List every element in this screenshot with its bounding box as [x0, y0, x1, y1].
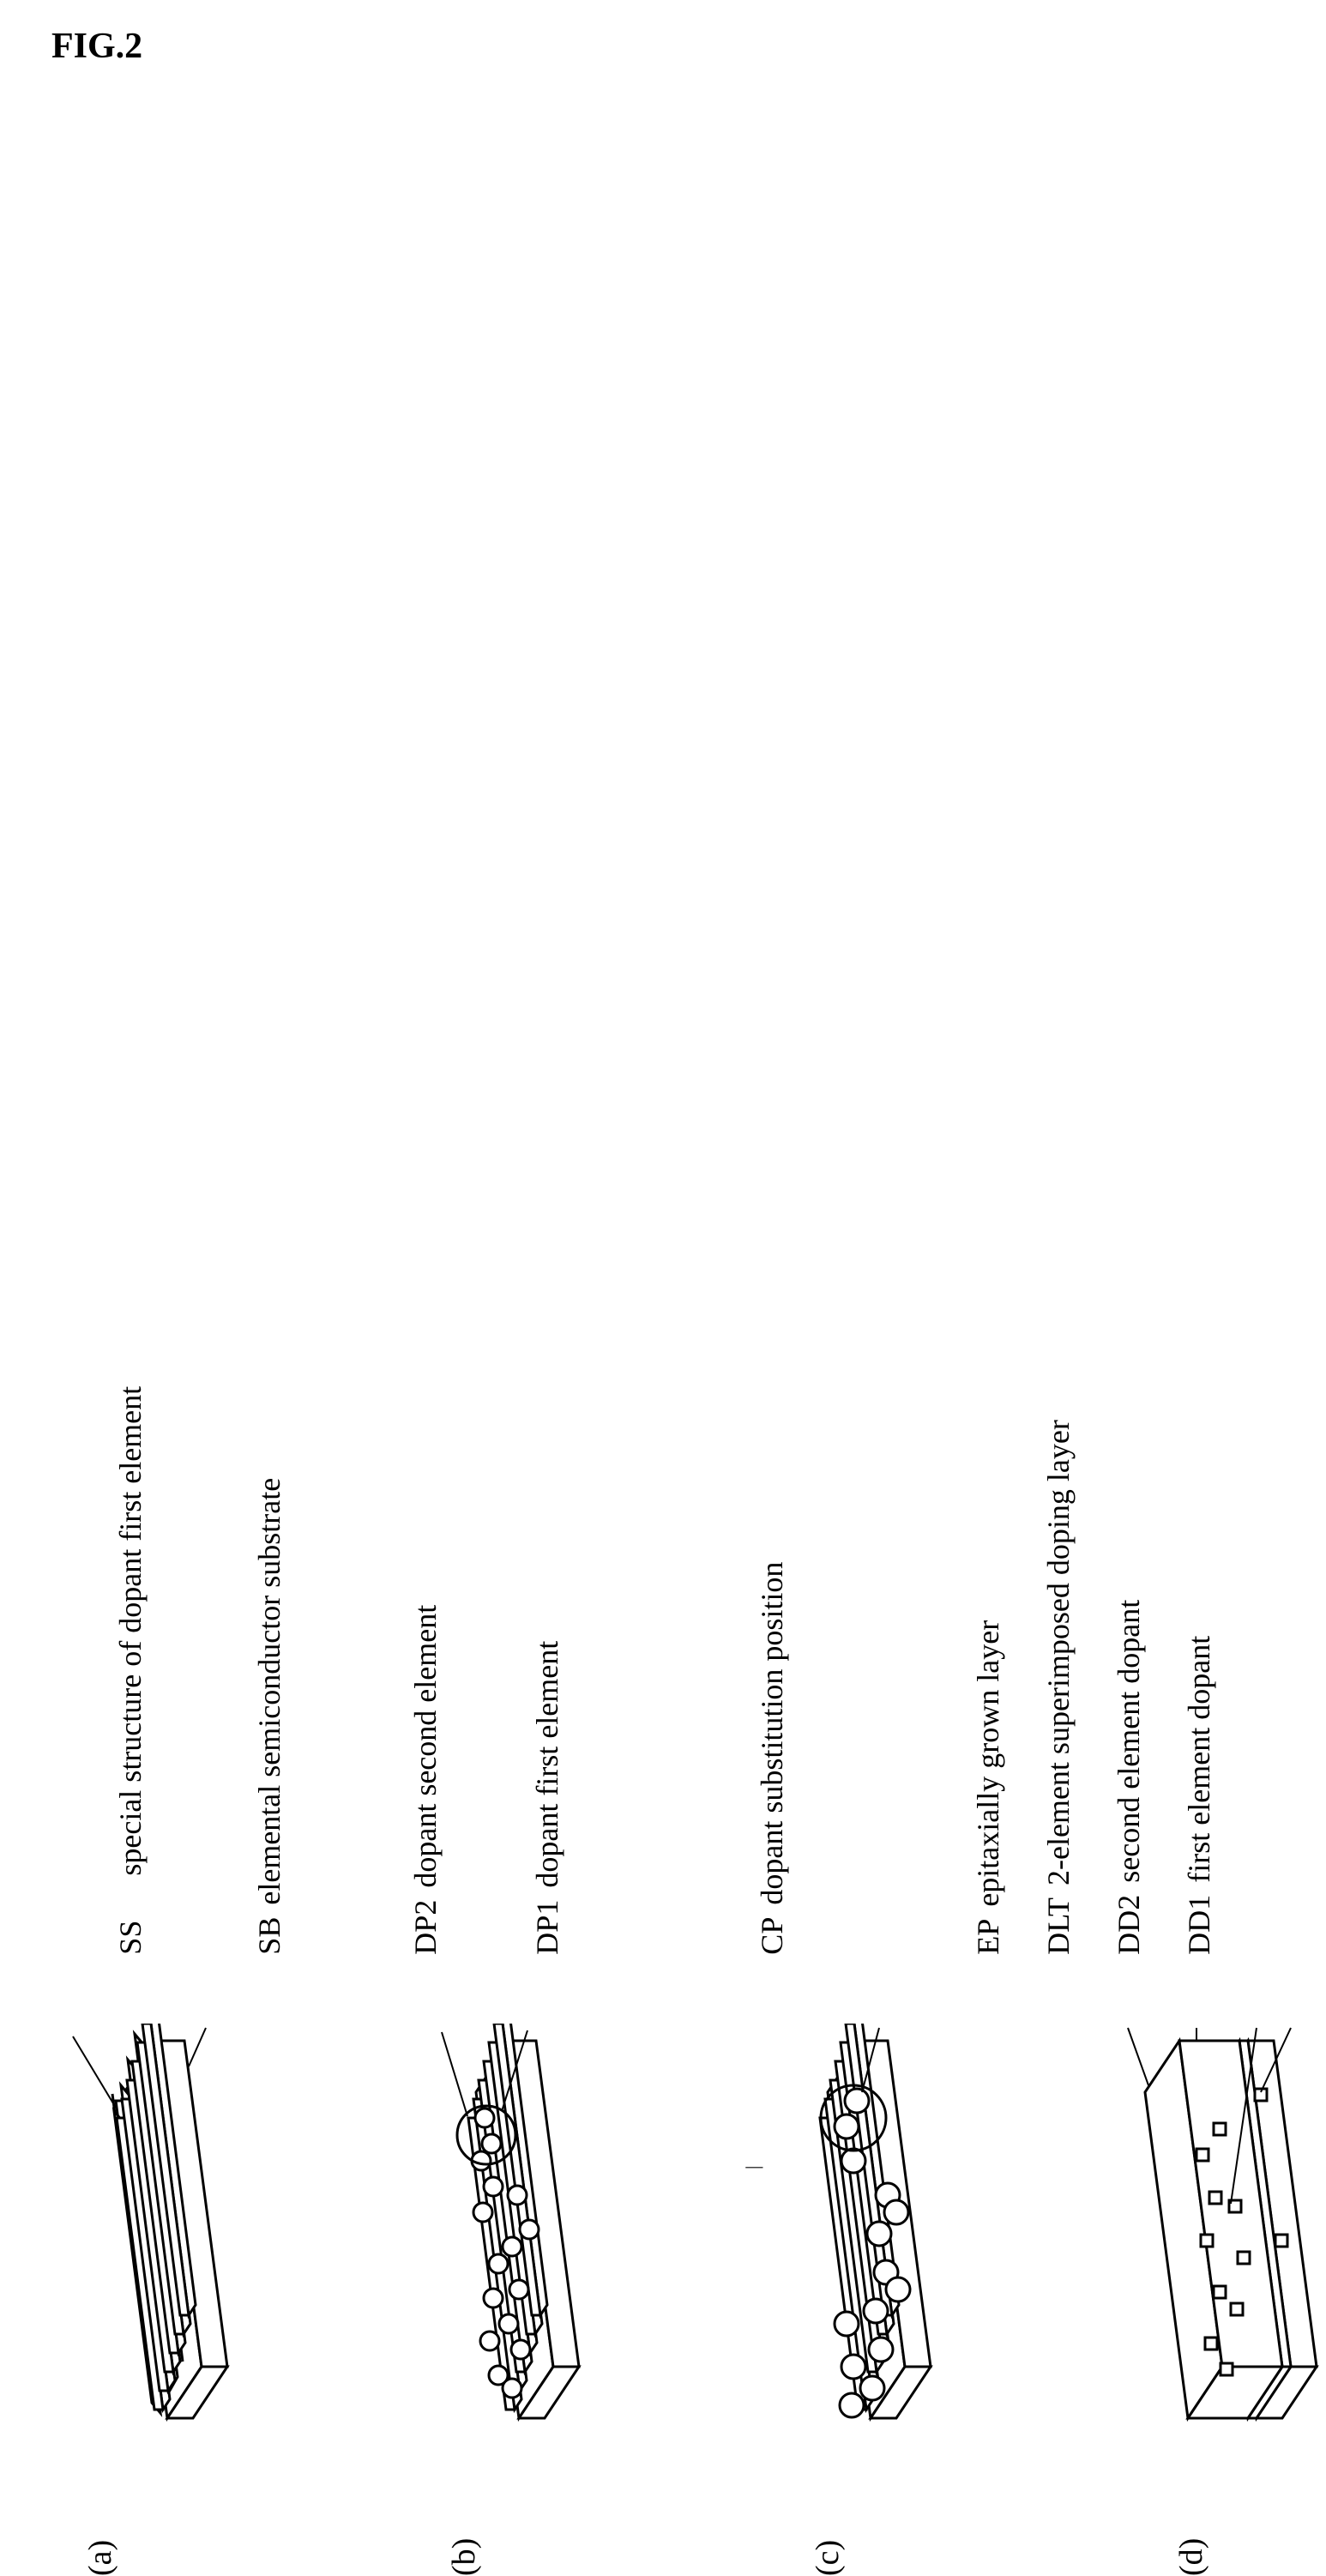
panel-c-diagram: | [682, 2024, 939, 2470]
annotation-cp-code: CP [754, 1917, 790, 1955]
panel-c-label: (c) [809, 2538, 847, 2576]
annotation-sb-code: SB [251, 1917, 287, 1955]
annotation-dp1-code: DP1 [529, 1900, 565, 1955]
annotation-dd1: DD1 first element dopant [1181, 1386, 1217, 1955]
figure-label: FIG.2 [51, 26, 1300, 67]
annotation-dp1: DP1 dopant first element [529, 1386, 565, 1955]
annotation-ep-code: EP [970, 1919, 1006, 1955]
annotation-cp-text: dopant substitution position [754, 1562, 790, 1905]
annotation-dlt: DLT 2-element superimposed doping layer [1040, 1386, 1076, 1955]
annotation-dd1-text: first element dopant [1181, 1636, 1217, 1883]
annotation-dlt-code: DLT [1040, 1897, 1076, 1955]
panel-b-label: (b) [445, 2538, 483, 2576]
annotation-ss-code: SS [112, 1921, 148, 1955]
diagrams-column: | [0, 2024, 1325, 2470]
panel-labels-column: (a) (b) (c) (d) [0, 2538, 1210, 2576]
svg-text:|: | [742, 2165, 763, 2169]
annotation-dd2-code: DD2 [1111, 1895, 1147, 1955]
panel-b-diagram [330, 2024, 588, 2470]
annotation-dd2-text: second element dopant [1111, 1600, 1147, 1883]
panel-a-diagram [0, 2024, 236, 2470]
panel-a-annotations: SS special structure of dopant first ele… [112, 1386, 287, 1955]
annotation-sb-text: elemental semiconductor substrate [251, 1478, 287, 1905]
annotation-ep-text: epitaxially grown layer [970, 1620, 1006, 1907]
panel-a-label: (a) [81, 2538, 119, 2576]
annotation-ss-text: special structure of dopant first elemen… [112, 1386, 148, 1876]
annotation-dd2: DD2 second element dopant [1111, 1386, 1147, 1955]
annotation-dd1-code: DD1 [1181, 1895, 1217, 1955]
panel-d-diagram [1034, 2024, 1325, 2470]
annotation-ss: SS special structure of dopant first ele… [112, 1386, 148, 1955]
panel-c-annotations: CP dopant substitution position [754, 1386, 790, 1955]
annotation-dp2: DP2 dopant second element [407, 1386, 443, 1955]
annotation-dp2-text: dopant second element [407, 1605, 443, 1888]
panel-d-annotations: EP epitaxially grown layer DLT 2-element… [970, 1386, 1217, 1955]
annotation-dp2-code: DP2 [407, 1900, 443, 1955]
figure-stage: (a) (b) (c) (d) [0, 775, 1325, 2576]
annotation-cp: CP dopant substitution position [754, 1386, 790, 1955]
annotation-ep: EP epitaxially grown layer [970, 1386, 1006, 1955]
panel-d-label: (d) [1172, 2538, 1210, 2576]
annotation-dlt-text: 2-element superimposed doping layer [1040, 1420, 1076, 1885]
annotation-dp1-text: dopant first element [529, 1641, 565, 1888]
panel-b-annotations: DP2 dopant second element DP1 dopant fir… [407, 1386, 565, 1955]
annotation-sb: SB elemental semiconductor substrate [251, 1386, 287, 1955]
annotations-column: SS special structure of dopant first ele… [87, 1386, 1217, 1955]
